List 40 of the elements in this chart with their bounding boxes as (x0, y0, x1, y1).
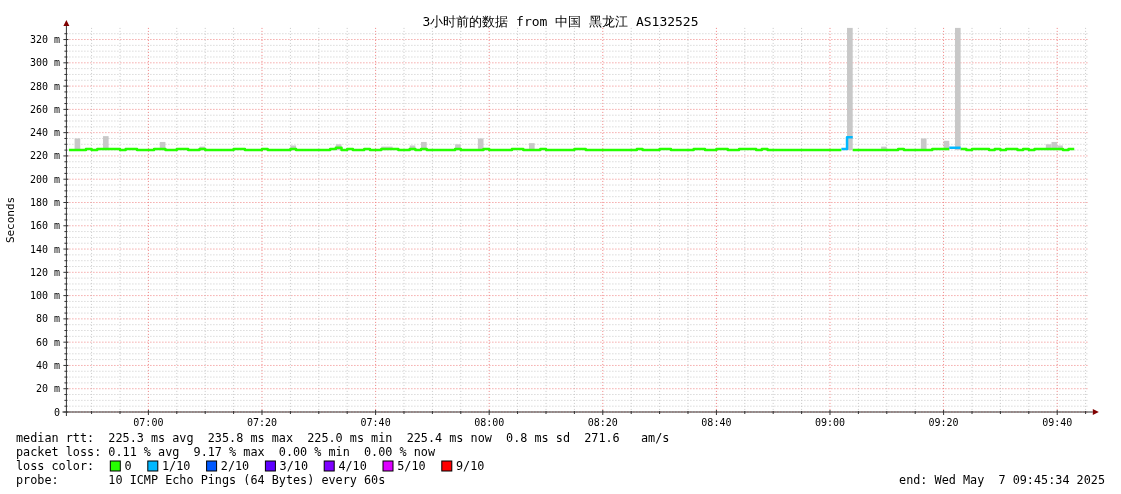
legend-label: 3/10 (279, 459, 309, 473)
x-tick-label: 08:20 (587, 416, 618, 428)
y-tick-label: 240 m (29, 127, 60, 139)
y-tick-label: 320 m (29, 34, 60, 46)
text: median rtt: 225.3 ms avg 235.8 ms max 225.0 ms min 225.4 ms now 0.8 ms sd 271.6 am/s (16, 431, 670, 445)
y-axis-title: Seconds (4, 196, 18, 244)
y-tick-label: 200 m (29, 173, 60, 185)
y-tick-label: 100 m (29, 290, 60, 302)
legend-label: 9/10 (456, 459, 485, 473)
y-tick-label: 60 m (35, 336, 60, 348)
x-tick-label: 09:40 (1042, 416, 1073, 428)
legend-label: 4/10 (338, 459, 367, 473)
x-tick-label: 08:00 (474, 416, 505, 428)
x-tick-label: 07:20 (246, 416, 278, 428)
text: probe: 10 ICMP Echo Pings (64 Bytes) every 60s (16, 473, 386, 487)
y-tick-label: 280 m (29, 80, 60, 92)
y-tick-label: 160 m (29, 220, 60, 232)
legend-label: 1/10 (162, 459, 191, 473)
legend-label: 5/10 (397, 459, 426, 473)
text: end: Wed May 7 09:45:34 2025 (899, 473, 1105, 487)
chart-title: 3小时前的数据 from 中国 黑龙江 AS132525 (422, 13, 699, 29)
y-tick-label: 220 m (29, 150, 60, 162)
y-tick-label: 140 m (29, 243, 60, 255)
x-tick-label: 09:00 (814, 416, 846, 428)
y-tick-label: 120 m (29, 266, 60, 278)
x-tick-label: 09:20 (928, 416, 959, 428)
legend-title: loss color: (16, 459, 95, 473)
y-tick-label: 80 m (35, 313, 60, 325)
y-tick-label: 40 m (35, 359, 60, 371)
x-tick-label: 08:40 (701, 416, 732, 428)
x-tick-label: 07:40 (360, 416, 391, 428)
legend-label: 0 (124, 459, 132, 473)
y-tick-label: 260 m (29, 103, 60, 115)
text: packet loss: 0.11 % avg 9.17 % max 0.00 % min 0.00 % now (16, 445, 436, 459)
legend-label: 2/10 (220, 459, 250, 473)
y-tick-label: 180 m (29, 196, 60, 208)
y-tick-label: 300 m (29, 57, 60, 69)
y-tick-label: 0 (53, 406, 60, 418)
y-tick-label: 20 m (35, 383, 60, 395)
x-tick-label: 07:00 (133, 416, 164, 428)
